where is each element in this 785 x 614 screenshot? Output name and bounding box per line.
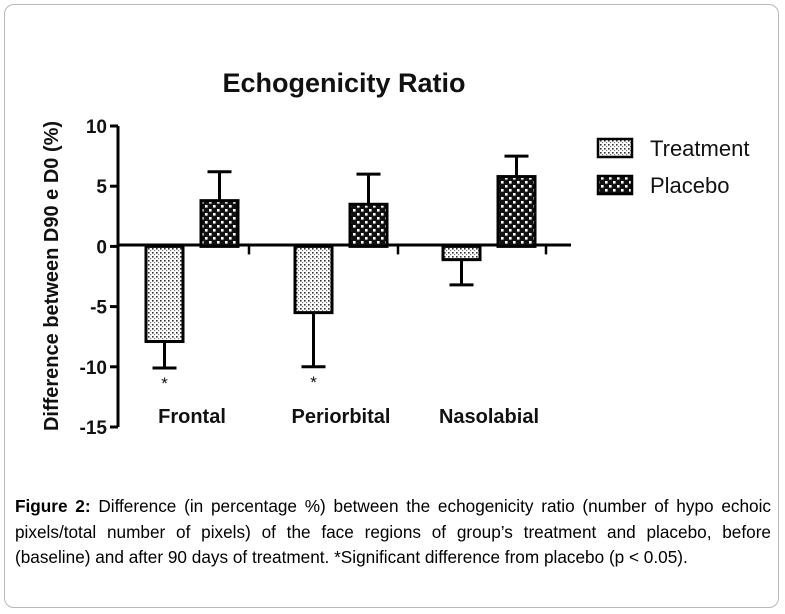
y-axis-label: Difference between D90 e D0 (%) — [41, 121, 63, 431]
legend-swatch-treatment — [596, 137, 634, 159]
legend-swatch-placebo — [596, 174, 634, 196]
y-tick-label: -10 — [80, 358, 107, 379]
bar-treatment-nasolabial — [441, 244, 482, 262]
bar-chart: Echogenicity Ratio Difference between D9… — [41, 68, 749, 439]
bar-placebo-nasolabial — [496, 175, 537, 248]
bar-placebo-frontal — [199, 199, 240, 248]
category-labels: Frontal Periorbital Nasolabial — [158, 406, 539, 428]
legend-label-treatment: Treatment — [650, 136, 749, 161]
bar-placebo-periorbital — [348, 202, 389, 248]
figure-caption: Figure 2: Difference (in percentage %) b… — [15, 494, 771, 571]
legend: Treatment Placebo — [596, 136, 749, 198]
chart-title: Echogenicity Ratio — [222, 68, 465, 98]
legend-item-treatment: Treatment — [596, 136, 749, 161]
category-label-nasolabial: Nasolabial — [439, 406, 539, 428]
bars-group: * * — [144, 154, 548, 393]
category-label-frontal: Frontal — [158, 406, 226, 428]
significance-marker: * — [161, 374, 168, 393]
legend-item-placebo: Placebo — [596, 173, 730, 198]
caption-text: Difference (in percentage %) between the… — [15, 496, 772, 567]
y-tick-label: -5 — [90, 298, 107, 319]
y-ticks: 10 5 0 -5 -10 -15 — [80, 117, 118, 439]
bar-treatment-frontal — [144, 244, 185, 344]
caption-label: Figure 2: — [15, 496, 91, 516]
bar-treatment-periorbital — [293, 244, 334, 315]
significance-marker: * — [310, 373, 317, 392]
y-tick-label: 0 — [96, 237, 107, 258]
figure-frame — [4, 4, 779, 608]
y-tick-label: 5 — [96, 177, 107, 198]
category-label-periorbital: Periorbital — [292, 406, 391, 428]
y-tick-label: 10 — [86, 117, 107, 138]
y-tick-label: -15 — [80, 418, 108, 439]
legend-label-placebo: Placebo — [650, 173, 730, 198]
